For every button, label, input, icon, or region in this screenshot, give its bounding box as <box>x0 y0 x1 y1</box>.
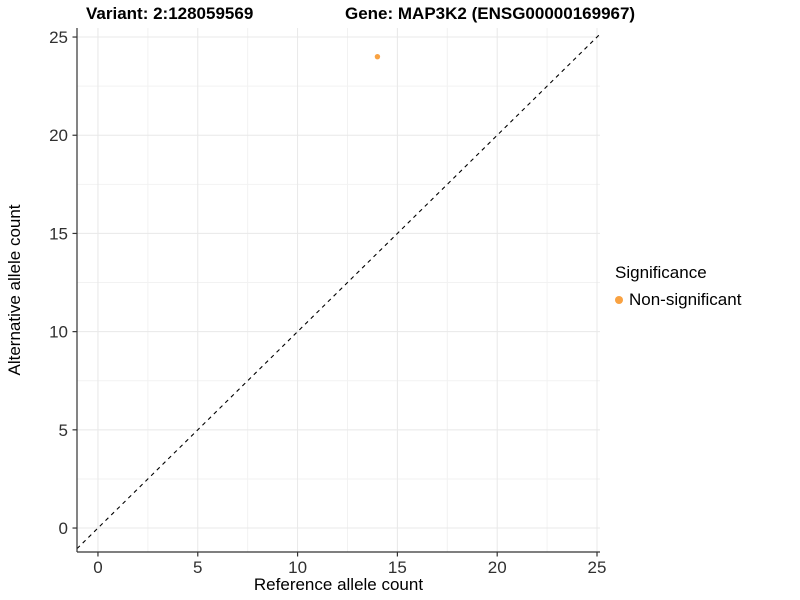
x-tick-label: 15 <box>388 558 407 577</box>
y-tick-label: 0 <box>59 519 68 538</box>
plot-title-gene: Gene: MAP3K2 (ENSG00000169967) <box>345 4 636 23</box>
x-tick-label: 0 <box>93 558 102 577</box>
legend: Significance Non-significant <box>615 263 741 310</box>
y-axis-title: Alternative allele count <box>5 204 24 375</box>
x-tick-label: 10 <box>288 558 307 577</box>
identity-line <box>76 33 601 550</box>
x-axis-title: Reference allele count <box>254 575 423 594</box>
y-tick-label: 20 <box>49 126 68 145</box>
legend-title: Significance <box>615 263 707 282</box>
x-tick-label: 20 <box>488 558 507 577</box>
legend-point-icon <box>615 296 623 304</box>
y-tick-label: 10 <box>49 323 68 342</box>
legend-item-non-significant: Non-significant <box>615 290 741 310</box>
legend-item-label: Non-significant <box>629 290 742 309</box>
y-tick-label: 15 <box>49 224 68 243</box>
x-tick-label: 5 <box>193 558 202 577</box>
y-tick-label: 5 <box>59 421 68 440</box>
y-tick-label: 25 <box>49 28 68 47</box>
plot-title-variant: Variant: 2:128059569 <box>86 4 254 23</box>
data-point <box>374 53 381 60</box>
x-tick-label: 25 <box>588 558 607 577</box>
